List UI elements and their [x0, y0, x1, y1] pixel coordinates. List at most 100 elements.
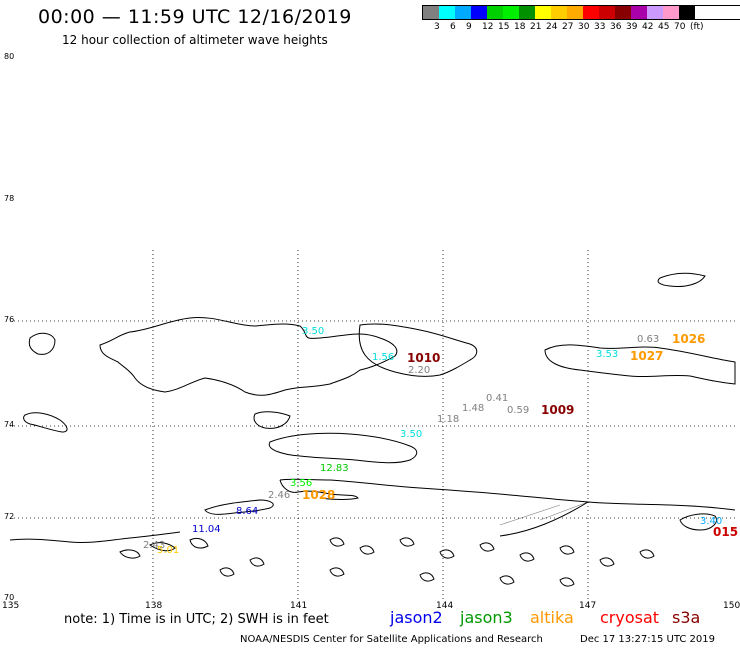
wave-height-label: 5.01: [157, 545, 179, 556]
legend-swatch: [503, 6, 519, 19]
island-new-siberia: [358, 323, 478, 377]
legend-swatch: [567, 6, 583, 19]
wave-height-label: 3.56: [290, 478, 312, 489]
wave-height-label: 3.50: [302, 326, 324, 337]
legend-tick-label: 15: [498, 22, 510, 32]
lon-label-144: 144: [436, 601, 454, 611]
footer-org: NOAA/NESDIS Center for Satellite Applica…: [240, 634, 543, 645]
lat-label-74: 74: [4, 420, 15, 429]
legend-swatch: [663, 6, 679, 19]
color-legend: 3 6 9 12 15 18 21 24 27 30 33 36 39 42 45 70 (ft): [422, 5, 740, 32]
island-novaya-sibir: [268, 432, 418, 464]
pressure-label: 015: [713, 525, 738, 539]
wave-height-labels: 3.50 1.56 2.20 0.63 3.53 0.41 1.48 0.59 …: [143, 326, 722, 556]
legend-swatch: [487, 6, 503, 19]
coastlines: [9, 272, 736, 587]
units-note: note: 1) Time is in UTC; 2) SWH is in fe…: [64, 612, 329, 627]
wave-height-label: 12.83: [320, 463, 349, 474]
lat-label-80: 80: [4, 52, 15, 61]
legend-tick-label: 6: [450, 22, 456, 32]
legend-tick-label: 12: [482, 22, 494, 32]
wave-height-label: 1.18: [437, 414, 459, 425]
wave-height-label: 8.64: [236, 506, 258, 517]
satellite-jason2: jason2: [390, 608, 443, 627]
legend-tick-label: 27: [562, 22, 574, 32]
wave-height-label: 1.48: [462, 403, 484, 414]
lon-label-138: 138: [145, 601, 163, 611]
legend-tick-label: 21: [530, 22, 542, 32]
island-bennett: [28, 332, 56, 355]
satellite-cryosat: cryosat: [600, 608, 660, 627]
wave-height-label: 2.20: [408, 365, 430, 376]
legend-swatch: [599, 6, 615, 19]
pressure-label: 1009: [541, 403, 574, 417]
legend-tick-label: 42: [642, 22, 654, 32]
legend-swatch: [455, 6, 471, 19]
lon-label-150: 150: [723, 601, 740, 611]
wave-height-label: 0.59: [507, 405, 529, 416]
pressure-label: 1010: [407, 351, 440, 365]
wave-height-label: 0.41: [486, 393, 508, 404]
delta-islands: [119, 513, 717, 587]
legend-tick-label: 45: [658, 22, 670, 32]
pressure-label: 1027: [630, 349, 663, 363]
footer-timestamp: Dec 17 13:27:15 UTC 2019: [580, 634, 715, 645]
pressure-labels: 1010 1026 1027 1009 1028 015: [302, 332, 738, 539]
pressure-label: 1026: [672, 332, 705, 346]
lat-label-76: 76: [4, 315, 15, 324]
wave-height-label: 1.56: [372, 352, 394, 363]
island-fadeyevsky: [253, 411, 291, 429]
wave-height-label: 3.50: [400, 429, 422, 440]
lon-label-147: 147: [579, 601, 597, 611]
wave-height-label: 2.46: [268, 490, 290, 501]
legend-swatch: [679, 6, 695, 19]
legend-swatch: [647, 6, 663, 19]
legend-tick-label: 24: [546, 22, 558, 32]
legend-swatch: [631, 6, 647, 19]
legend-color-bar: [422, 5, 740, 20]
legend-swatch: [439, 6, 455, 19]
legend-swatch: [423, 6, 439, 19]
lat-label-78: 78: [4, 194, 15, 203]
legend-swatch: [551, 6, 567, 19]
island-east: [544, 344, 736, 385]
track-2: [499, 504, 561, 526]
legend-tick-label: 3: [434, 22, 440, 32]
satellite-jason3: jason3: [460, 608, 513, 627]
island-kotelny: [99, 316, 398, 396]
legend-tick-label: 9: [466, 22, 472, 32]
lon-label-141: 141: [290, 601, 308, 611]
lon-label-135: 135: [2, 601, 20, 611]
legend-tick-label: 39: [626, 22, 638, 32]
satellite-s3a: s3a: [672, 608, 701, 627]
island-left-74: [23, 412, 68, 433]
graticule: [10, 250, 735, 600]
map-title: 00:00 — 11:59 UTC 12/16/2019: [38, 6, 352, 28]
legend-swatch: [615, 6, 631, 19]
legend-tick-label: 36: [610, 22, 622, 32]
mainland-coast: [9, 478, 736, 543]
legend-swatch: [471, 6, 487, 19]
legend-tick-labels: 3 6 9 12 15 18 21 24 27 30 33 36 39 42 45 70 (ft): [422, 20, 740, 32]
legend-tick-label: 70: [674, 22, 686, 32]
legend-swatch: [519, 6, 535, 19]
lat-label-72: 72: [4, 512, 15, 521]
legend-swatch: [583, 6, 599, 19]
legend-tick-label: 18: [514, 22, 526, 32]
legend-tick-label: 33: [594, 22, 606, 32]
island-small-north: [657, 272, 706, 287]
map-canvas: 3.50 1.56 2.20 0.63 3.53 0.41 1.48 0.59 …: [9, 250, 738, 600]
track-1: [539, 501, 589, 521]
wave-height-label: 0.63: [637, 334, 659, 345]
wave-height-label: 3.53: [596, 349, 618, 360]
wave-height-label: 2.43: [143, 540, 165, 551]
legend-tick-label: (ft): [690, 22, 704, 32]
legend-tick-label: 30: [578, 22, 590, 32]
legend-swatch: [535, 6, 551, 19]
lat-label-70: 70: [4, 593, 15, 602]
satellite-altika: altika: [530, 608, 574, 627]
map-subtitle: 12 hour collection of altimeter wave hei…: [62, 33, 328, 47]
pressure-label: 1028: [302, 488, 335, 502]
wave-height-label: 11.04: [192, 524, 221, 535]
satellite-tracks: [499, 501, 589, 526]
